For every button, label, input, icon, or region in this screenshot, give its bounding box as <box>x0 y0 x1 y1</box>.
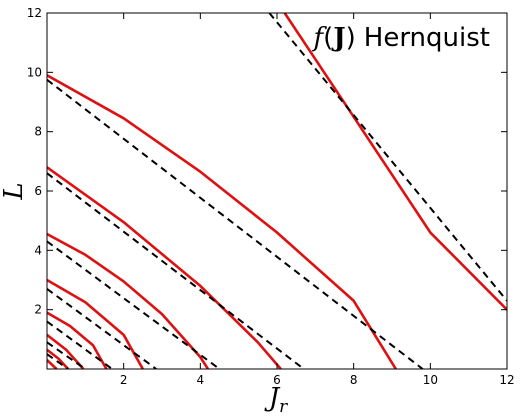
x-axis-label-main: J <box>264 383 281 413</box>
dashed-line-10 <box>47 78 424 369</box>
x-tick-label-2: 2 <box>120 373 128 387</box>
y-tick-label-12: 12 <box>27 6 42 20</box>
dashed-line-15 <box>47 341 86 369</box>
solid-curve-2 <box>47 166 282 369</box>
y-axis-label: L <box>0 182 29 200</box>
annotation: f(J) Hernquist <box>312 23 490 53</box>
dashed-line-11 <box>47 172 305 369</box>
series-layer <box>47 13 507 369</box>
y-tick-label-10: 10 <box>27 65 42 79</box>
x-tick-label-8: 8 <box>350 373 358 387</box>
dashed-line-13 <box>47 288 157 369</box>
y-tick-label-4: 4 <box>34 243 42 257</box>
y-tick-label-6: 6 <box>34 184 42 198</box>
solid-curve-1 <box>47 74 397 369</box>
annotation-close-paren: ) <box>346 23 356 53</box>
x-axis-label-sub: r <box>279 397 288 416</box>
annotation-j: J <box>331 23 345 53</box>
dashed-line-14 <box>47 320 113 369</box>
x-tick-label-10: 10 <box>423 373 438 387</box>
solid-curve-4 <box>47 278 144 369</box>
solid-curve-7 <box>47 348 70 369</box>
x-tick-label-6: 6 <box>273 373 281 387</box>
y-tick-label-8: 8 <box>34 125 42 139</box>
x-tick-label-12: 12 <box>499 373 514 387</box>
solid-curve-5 <box>47 311 108 369</box>
annotation-name: Hernquist <box>364 23 490 53</box>
plot-frame <box>46 12 508 370</box>
x-tick-label-4: 4 <box>197 373 205 387</box>
annotation-open-paren: ( <box>323 23 333 53</box>
solid-curve-0 <box>283 13 507 311</box>
y-tick-label-2: 2 <box>34 303 42 317</box>
dashed-line-9 <box>268 13 507 302</box>
solid-curve-8 <box>47 359 58 369</box>
solid-curve-3 <box>47 232 210 369</box>
x-axis-label: Jr <box>264 383 288 416</box>
dashed-line-16 <box>47 353 69 369</box>
ticks-layer: 2 4 6 8 10 12 2 4 6 8 10 12 <box>27 6 515 387</box>
